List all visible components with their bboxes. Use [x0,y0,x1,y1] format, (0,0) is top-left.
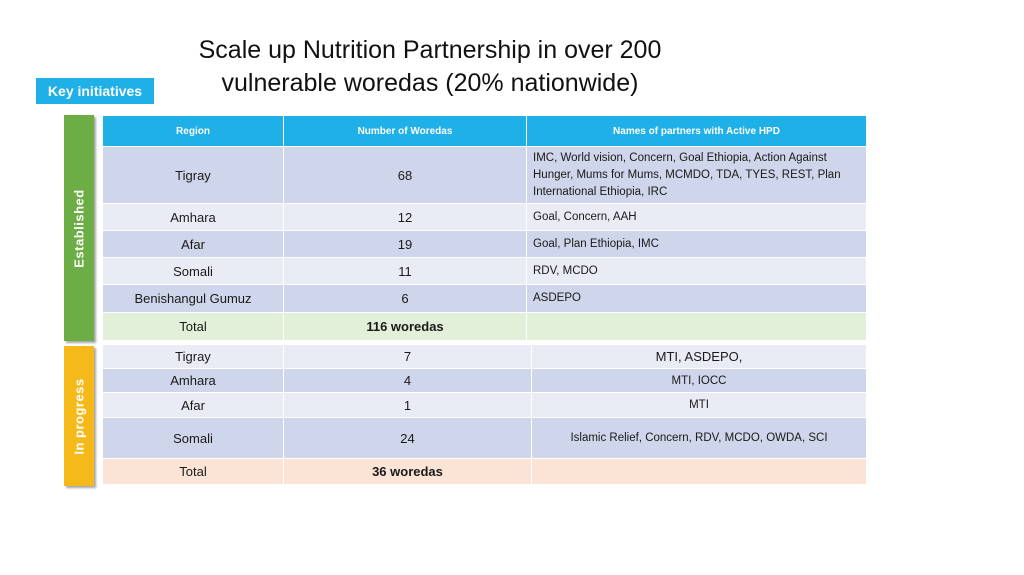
in-progress-label: In progress [64,346,94,486]
slide-title: Scale up Nutrition Partnership in over 2… [150,34,710,100]
table-row-region: Amhara [103,369,283,392]
header-region: Region [103,116,283,146]
title-line-1: Scale up Nutrition Partnership in over 2… [198,36,662,64]
table-row-partners: Goal, Concern, AAH [527,204,866,230]
key-initiatives-tag: Key initiatives [36,78,154,104]
table-row-woredas: 1 [284,393,531,417]
progress-total-label: Total [103,459,283,484]
established-label-text: Established [71,188,87,268]
table-row-partners: IMC, World vision, Concern, Goal Ethiopi… [527,147,866,203]
header-woredas: Number of Woredas [284,116,526,146]
table-row-partners: RDV, MCDO [527,258,866,284]
header-partners: Names of partners with Active HPD [527,116,866,146]
table-row-partners: MTI, ASDEPO, [532,345,866,368]
table-row-woredas: 4 [284,369,531,392]
table-row-region: Somali [103,258,283,284]
table-row-woredas: 7 [284,345,531,368]
progress-total-woredas: 36 woredas [284,459,531,484]
progress-total-partners [532,459,866,484]
table-row-region: Afar [103,393,283,417]
table-row-woredas: 12 [284,204,526,230]
title-line-2: vulnerable woredas (20% nationwide) [221,69,639,97]
table-row-region: Afar [103,231,283,257]
table-row-partners: MTI [532,393,866,417]
table-row-region: Somali [103,418,283,458]
table-row-region: Tigray [103,147,283,203]
established-total-woredas: 116 woredas [284,313,526,340]
in-progress-label-text: In progress [71,377,87,455]
table-row-woredas: 68 [284,147,526,203]
table-row-woredas: 19 [284,231,526,257]
table-row-woredas: 24 [284,418,531,458]
table-row-woredas: 6 [284,285,526,312]
table-row-region: Benishangul Gumuz [103,285,283,312]
table-row-partners: ASDEPO [527,285,866,312]
table-row-partners: Islamic Relief, Concern, RDV, MCDO, OWDA… [532,418,866,458]
established-total-partners [527,313,866,340]
established-total-label: Total [103,313,283,340]
established-label: Established [64,115,94,341]
table-row-region: Amhara [103,204,283,230]
table-row-region: Tigray [103,345,283,368]
table-row-woredas: 11 [284,258,526,284]
table-row-partners: MTI, IOCC [532,369,866,392]
table-row-partners: Goal, Plan Ethiopia, IMC [527,231,866,257]
